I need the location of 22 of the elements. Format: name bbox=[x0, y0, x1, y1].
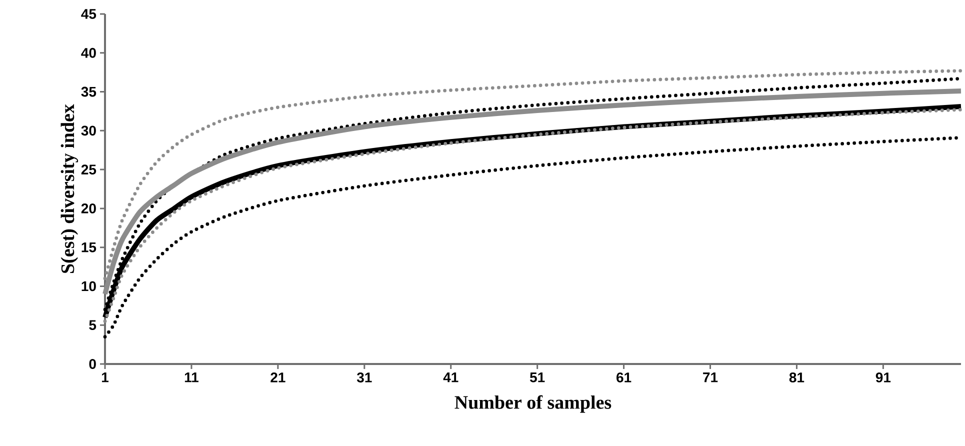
y-tick-label: 5 bbox=[89, 320, 96, 330]
x-tick-label: 1 bbox=[102, 372, 108, 382]
x-tick-label: 31 bbox=[356, 372, 372, 382]
x-tick-label: 41 bbox=[443, 372, 458, 382]
x-tick-label: 61 bbox=[616, 372, 632, 382]
y-tick-label: 45 bbox=[81, 9, 96, 19]
y-axis-title: S(est) diversity index bbox=[60, 104, 78, 273]
y-tick-label: 15 bbox=[82, 242, 96, 252]
x-tick-label: 21 bbox=[270, 372, 286, 382]
x-tick-label: 91 bbox=[876, 372, 891, 382]
x-tick-label: 81 bbox=[789, 372, 804, 382]
x-axis-title: Number of samples bbox=[454, 395, 612, 413]
x-tick-label: 11 bbox=[184, 372, 198, 382]
y-tick-label: 30 bbox=[81, 126, 96, 136]
x-tick-label: 71 bbox=[703, 372, 718, 382]
y-tick-label: 20 bbox=[81, 203, 96, 214]
y-tick-label: 0 bbox=[89, 359, 96, 369]
y-tick-label: 40 bbox=[81, 48, 96, 58]
y-tick-label: 10 bbox=[82, 281, 96, 292]
y-tick-label: 35 bbox=[81, 86, 96, 97]
y-tick-label: 25 bbox=[81, 164, 96, 175]
x-tick-label: 51 bbox=[530, 372, 545, 382]
